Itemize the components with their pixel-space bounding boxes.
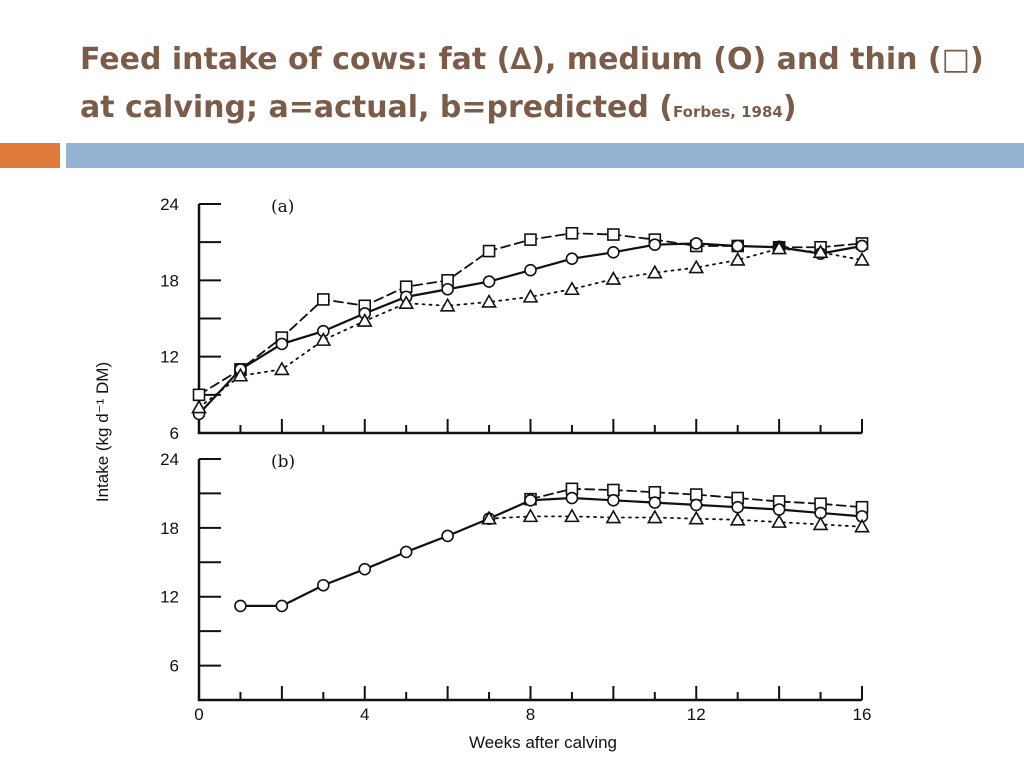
x-tick-label: 4 [360, 705, 369, 724]
data-point-square [607, 228, 620, 241]
feed-intake-figure: 6 12 18 24 (a) 6 12 18 24 0 4 8 12 16 (b) Intake (kg … [0, 170, 1024, 768]
x-tick-label: 12 [687, 705, 706, 724]
data-point-circle [234, 599, 247, 613]
data-point-triangle [232, 367, 249, 382]
y-axis-title: Intake (kg d⁻¹ DM) [93, 362, 112, 502]
slide-title: Feed intake of cows: fat (∆), medium (O)… [80, 36, 1000, 136]
data-point-triangle [522, 288, 539, 303]
data-point-triangle [771, 240, 787, 255]
series-circle-line [239, 496, 864, 607]
data-point-triangle [481, 510, 497, 525]
data-point-square [607, 483, 620, 497]
data-point-triangle [564, 508, 580, 523]
data-point-triangle [439, 297, 456, 312]
title-line-1: Feed intake of cows: fat (∆), medium (O)… [80, 42, 984, 77]
y-tick-label: 12 [160, 348, 179, 367]
panel-b: 6 12 18 24 0 4 8 12 16 (b) [160, 450, 871, 724]
data-point-triangle [191, 399, 207, 414]
data-point-triangle [356, 312, 373, 327]
data-point-circle [731, 500, 744, 514]
y-tick-label: 12 [160, 588, 179, 607]
data-point-triangle [688, 510, 705, 525]
data-point-square [565, 226, 579, 240]
panel-a: 6 12 18 24 (a) [160, 195, 870, 443]
data-point-circle [731, 239, 744, 253]
data-point-square [399, 280, 413, 293]
data-point-triangle [854, 518, 870, 533]
data-point-triangle [564, 281, 580, 296]
data-point-circle [607, 246, 620, 259]
data-point-circle [482, 275, 496, 288]
title-line-2-main: at calving; a=actual, b=predicted ( [80, 90, 674, 125]
title-line-2: at calving; a=actual, b=predicted (Forbe… [80, 84, 1000, 136]
y-tick-label: 24 [160, 450, 179, 469]
data-point-square [317, 293, 330, 306]
data-point-circle [648, 496, 662, 509]
data-point-square [524, 233, 537, 246]
title-citation: Forbes, 1984 [673, 103, 783, 121]
data-point-square [689, 488, 703, 501]
data-point-triangle [646, 264, 663, 279]
data-point-circle [358, 562, 372, 576]
feed-intake-chart: 6 12 18 24 (a) 6 12 18 24 0 4 8 12 16 (b) Intake (kg … [93, 195, 871, 752]
y-tick-label: 18 [160, 519, 179, 538]
data-point-circle [648, 238, 662, 252]
accent-bar-orange [0, 143, 60, 168]
data-point-circle [565, 252, 579, 266]
title-line-2-close: ) [782, 90, 797, 125]
data-point-triangle [729, 251, 746, 266]
data-point-square [648, 485, 662, 499]
y-tick-label: 6 [170, 657, 179, 676]
data-point-circle [772, 503, 786, 516]
accent-bar-blue [66, 143, 1024, 168]
data-point-circle [441, 529, 454, 543]
data-point-triangle [771, 513, 787, 528]
data-point-triangle [688, 259, 705, 274]
data-point-circle [855, 239, 869, 253]
data-point-triangle [729, 511, 746, 526]
data-point-circle [565, 491, 579, 505]
data-point-triangle [854, 251, 870, 266]
data-point-circle [689, 237, 703, 250]
data-point-square [192, 388, 206, 402]
data-point-triangle [522, 508, 539, 523]
series-triangle-line [198, 247, 863, 409]
panel-label: (b) [271, 452, 295, 472]
data-point-triangle [315, 332, 332, 346]
data-point-circle [524, 263, 537, 277]
data-point-circle [317, 578, 330, 592]
series-square-line [198, 232, 863, 396]
y-tick-label: 6 [170, 424, 179, 443]
y-tick-label: 18 [160, 271, 179, 290]
x-tick-label: 16 [853, 705, 872, 724]
data-point-circle [524, 494, 537, 507]
data-point-circle [275, 599, 289, 613]
x-axis-title: Weeks after calving [469, 733, 617, 752]
data-point-circle [441, 282, 454, 296]
data-point-triangle [398, 295, 415, 310]
data-point-circle [607, 494, 620, 507]
data-point-circle [399, 545, 413, 559]
series-triangle-line [488, 515, 863, 528]
data-point-triangle [481, 293, 497, 308]
data-point-triangle [605, 509, 622, 524]
data-point-circle [275, 337, 289, 351]
data-point-triangle [812, 244, 829, 259]
data-point-triangle [646, 509, 663, 524]
y-tick-label: 24 [160, 195, 179, 214]
data-point-triangle [605, 270, 622, 285]
data-point-circle [689, 498, 703, 512]
data-point-square [482, 244, 496, 258]
data-point-triangle [812, 516, 829, 531]
data-point-triangle [274, 361, 290, 376]
panel-label: (a) [271, 197, 294, 217]
x-tick-label: 0 [194, 705, 203, 724]
x-tick-label: 8 [526, 705, 535, 724]
